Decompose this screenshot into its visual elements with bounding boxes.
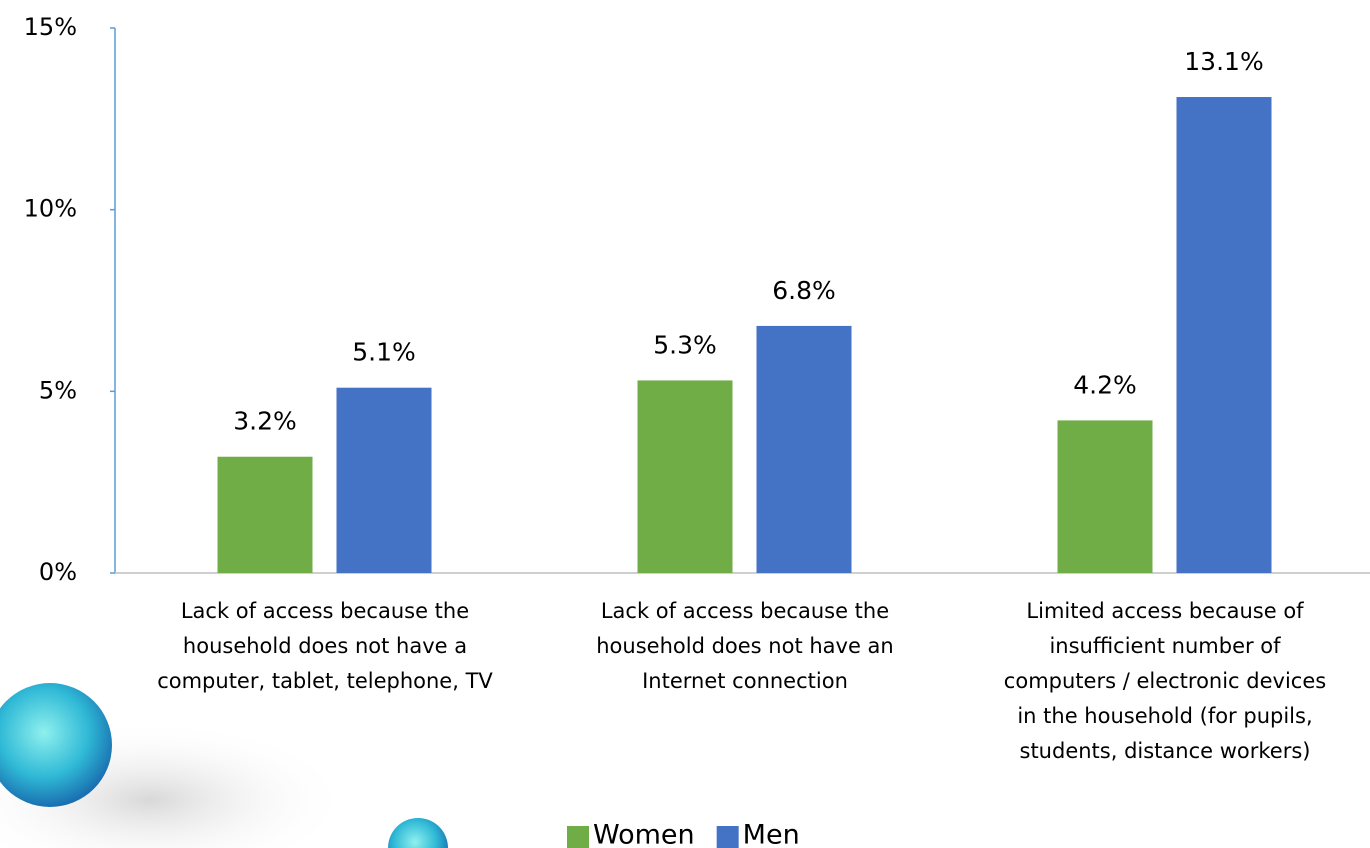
virus-decoration bbox=[0, 683, 112, 807]
legend-swatch bbox=[716, 826, 739, 848]
x-tick-label: Lack of access because the bbox=[181, 599, 469, 623]
x-tick-label: computers / electronic devices bbox=[1004, 669, 1326, 693]
bar bbox=[217, 456, 313, 573]
x-tick-label: Lack of access because the bbox=[601, 599, 889, 623]
y-tick-label: 10% bbox=[24, 195, 77, 223]
x-tick-label: Internet connection bbox=[642, 669, 848, 693]
bar bbox=[756, 325, 852, 573]
x-tick-label: household does not have an bbox=[596, 634, 894, 658]
data-label: 4.2% bbox=[1073, 370, 1137, 399]
y-tick-label: 0% bbox=[39, 558, 77, 586]
legend-label: Women bbox=[593, 820, 695, 848]
data-label: 3.2% bbox=[233, 407, 297, 436]
x-tick-label: insufficient number of bbox=[1049, 634, 1281, 658]
y-tick-label: 15% bbox=[24, 13, 77, 41]
bar bbox=[637, 380, 733, 573]
x-tick-label: students, distance workers) bbox=[1020, 739, 1311, 763]
legend-label: Men bbox=[743, 820, 800, 848]
y-tick-label: 5% bbox=[39, 376, 77, 404]
data-label: 6.8% bbox=[772, 276, 836, 305]
data-label: 13.1% bbox=[1184, 47, 1263, 76]
virus-decoration bbox=[388, 818, 448, 848]
bar bbox=[1176, 97, 1272, 574]
data-label: 5.1% bbox=[352, 338, 416, 367]
x-tick-label: in the household (for pupils, bbox=[1017, 704, 1312, 728]
legend-swatch bbox=[567, 826, 589, 848]
bar bbox=[1057, 420, 1153, 573]
bar bbox=[336, 387, 432, 573]
x-tick-label: Limited access because of bbox=[1026, 599, 1304, 623]
data-label: 5.3% bbox=[653, 330, 717, 359]
x-tick-label: household does not have a bbox=[183, 634, 467, 658]
x-tick-label: computer, tablet, telephone, TV bbox=[157, 669, 493, 693]
